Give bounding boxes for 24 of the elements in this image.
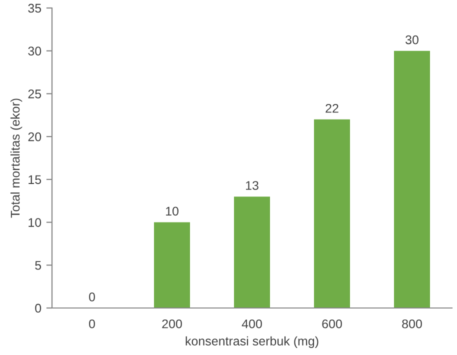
data-label: 30 [406,35,418,44]
x-tick-label: 800 [402,319,422,328]
data-label: 22 [326,104,338,113]
x-tick-label: 200 [162,319,182,328]
y-tick-label: 30 [28,46,42,56]
x-tick-label: 400 [242,319,262,328]
x-tick-label: 0 [89,319,95,328]
y-tick-label: 25 [28,90,42,98]
bar [154,222,190,308]
bar [234,196,270,308]
data-label: 0 [89,292,95,302]
y-tick-label: 20 [28,132,42,142]
data-label: 10 [166,206,178,216]
data-label: 13 [246,181,258,190]
x-tick-label: 600 [322,319,342,328]
x-axis-title: konsentrasi serbuk (mg) [186,336,318,348]
y-tick-label: 15 [28,175,42,184]
y-tick-label: 0 [35,304,42,313]
bar [394,50,430,308]
bar [314,119,350,308]
y-tick-label: 5 [35,261,42,270]
y-axis-title: Total mortalitas (ekor) [10,98,22,218]
y-tick-label: 10 [28,218,42,227]
y-tick-label: 35 [28,4,42,13]
